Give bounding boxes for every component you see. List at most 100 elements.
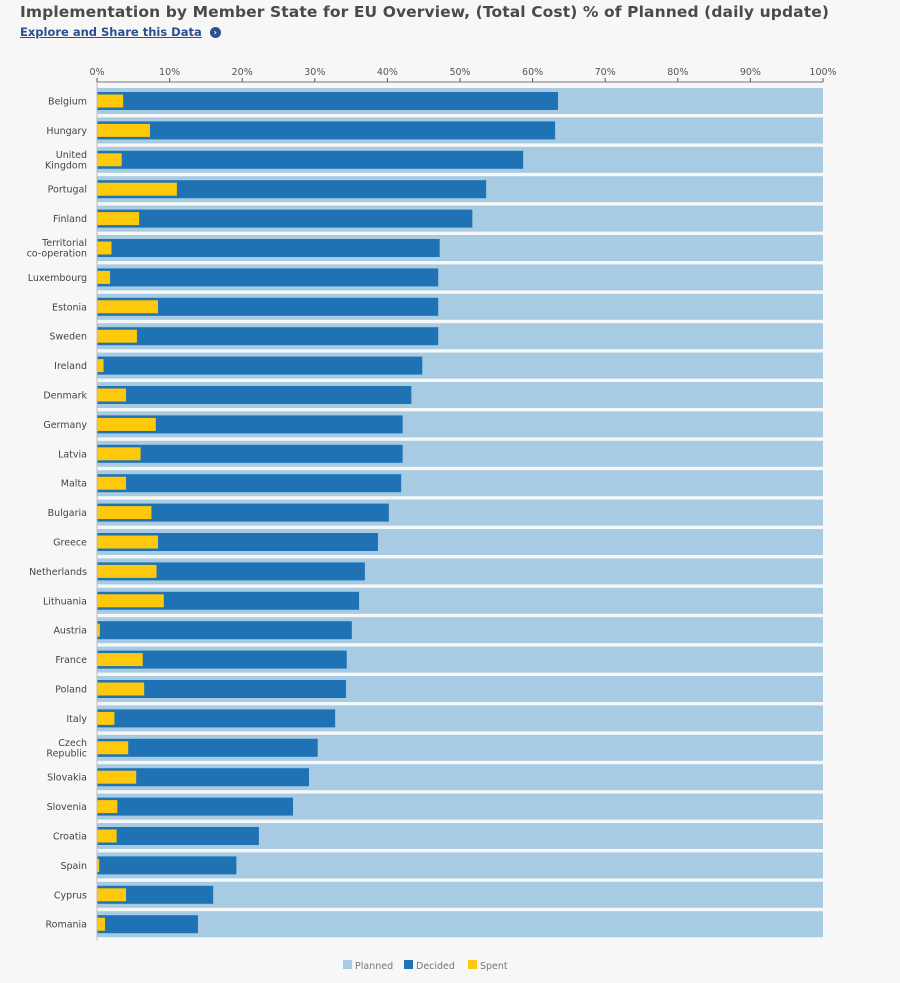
legend-item-decided[interactable]: Decided	[404, 960, 455, 972]
category-label: Denmark	[43, 391, 87, 402]
category-label: Hungary	[46, 126, 87, 137]
bar-row	[97, 823, 823, 849]
bar-row	[97, 117, 823, 144]
spent-bar	[97, 270, 111, 284]
bar-row	[97, 734, 823, 761]
spent-bar	[97, 888, 127, 902]
bar-row	[97, 881, 823, 908]
category-label: Romania	[45, 920, 87, 931]
decided-bar	[97, 533, 378, 551]
spent-bar	[97, 829, 117, 843]
decided-bar	[97, 121, 556, 140]
spent-bar	[97, 653, 143, 667]
x-tick-label: 50%	[449, 67, 470, 78]
circle-chevron-right-icon[interactable]: ›	[209, 26, 221, 38]
bar-row	[97, 852, 823, 879]
planned-bar	[97, 911, 823, 938]
bar-row	[97, 764, 823, 791]
bar-row	[97, 411, 823, 438]
decided-bar	[97, 709, 336, 728]
category-label: Greece	[53, 538, 87, 549]
bar-row	[97, 617, 823, 644]
decided-bar	[97, 239, 440, 257]
legend-label: Spent	[480, 961, 508, 972]
decided-bar	[97, 92, 559, 110]
explore-share-link[interactable]: Explore and Share this Data ›	[20, 25, 221, 39]
spent-bar	[97, 241, 112, 255]
decided-bar	[97, 356, 423, 375]
decided-bar	[97, 327, 439, 346]
decided-bar	[97, 827, 259, 845]
category-label: Austria	[53, 626, 87, 637]
decided-bar	[97, 150, 524, 169]
bar-row	[97, 382, 823, 408]
x-tick-label: 90%	[740, 67, 761, 78]
category-labels: Belgium Hungary United Kingdom Portugal Finla…	[27, 97, 88, 931]
bar-row	[97, 470, 823, 497]
legend-item-spent[interactable]: Spent	[468, 960, 508, 972]
spent-bar	[97, 182, 177, 196]
decided-bar	[97, 738, 318, 757]
spent-bar	[97, 858, 100, 872]
explore-share-link-label[interactable]: Explore and Share this Data	[20, 25, 202, 39]
spent-bar	[97, 388, 127, 402]
decided-bar	[97, 797, 294, 816]
x-tick-label: 0%	[89, 67, 104, 78]
spent-bar	[97, 329, 137, 343]
decided-bar	[97, 562, 365, 581]
spent-bar	[97, 447, 141, 461]
spent-bar	[97, 623, 100, 637]
decided-bar	[97, 474, 402, 493]
legend-item-planned[interactable]: Planned	[343, 960, 393, 972]
category-label: Estonia	[52, 302, 87, 313]
category-label: Portugal	[48, 185, 87, 196]
spent-bar	[97, 741, 129, 755]
bars-group	[97, 88, 823, 938]
bar-row	[97, 146, 823, 173]
bar-row	[97, 529, 823, 555]
bar-row	[97, 558, 823, 585]
bar-row	[97, 176, 823, 203]
category-label: Belgium	[48, 97, 87, 108]
category-label: Malta	[61, 479, 87, 490]
bar-row	[97, 587, 823, 614]
category-label: Croatia	[53, 832, 87, 843]
spent-bar	[97, 564, 157, 578]
category-label: Lithuania	[43, 596, 87, 607]
category-label-line: co-operation	[27, 249, 87, 260]
spent-bar	[97, 770, 137, 784]
decided-bar	[97, 856, 237, 875]
spent-bar	[97, 476, 127, 490]
category-label: Czech Republic	[46, 738, 87, 760]
bar-row	[97, 293, 823, 320]
spent-bar	[97, 535, 158, 549]
category-label-line: United	[56, 150, 87, 161]
legend-label: Planned	[355, 961, 393, 972]
category-label: United Kingdom	[45, 150, 87, 172]
x-tick-label: 10%	[159, 67, 180, 78]
x-tick-label: 40%	[377, 67, 398, 78]
spent-bar	[97, 153, 122, 167]
spent-bar	[97, 800, 118, 814]
bar-row	[97, 676, 823, 702]
bar-row	[97, 440, 823, 467]
category-label: Netherlands	[29, 567, 87, 578]
legend-swatch	[468, 960, 477, 969]
spent-bar	[97, 917, 105, 931]
decided-bar	[97, 209, 473, 228]
x-tick-label: 20%	[232, 67, 253, 78]
category-label-line: Kingdom	[45, 160, 87, 171]
decided-bar	[97, 503, 389, 522]
spent-bar	[97, 506, 152, 520]
category-label-line: Republic	[46, 748, 87, 759]
decided-bar	[97, 680, 347, 698]
legend-swatch	[343, 960, 352, 969]
decided-bar	[97, 415, 403, 434]
spent-bar	[97, 212, 140, 226]
category-label: Finland	[53, 214, 87, 225]
bar-row	[97, 323, 823, 350]
bar-row	[97, 88, 823, 114]
decided-bar	[97, 444, 403, 463]
legend-swatch	[404, 960, 413, 969]
